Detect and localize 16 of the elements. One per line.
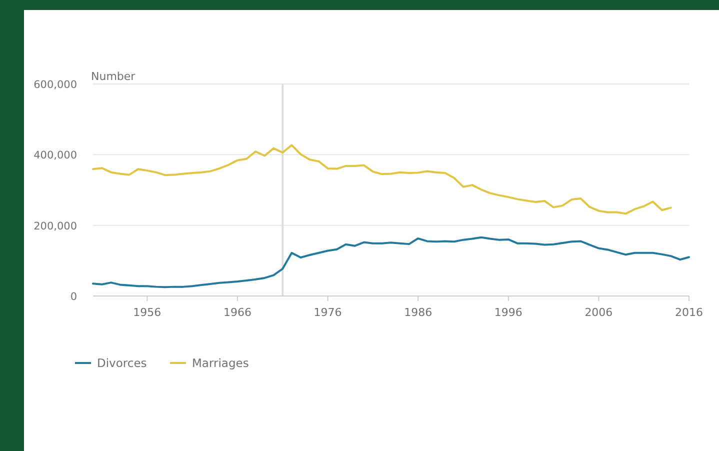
x-tick-label: 1956 — [133, 306, 162, 319]
x-tick-label: 1996 — [494, 306, 522, 319]
y-tick-label: 0 — [70, 291, 77, 303]
y-tick-label: 400,000 — [34, 150, 77, 162]
y-axis-title: Number — [91, 70, 136, 83]
x-tick-label: 2016 — [675, 306, 703, 319]
x-tick-label: 1986 — [404, 306, 432, 319]
line-series — [92, 236, 690, 288]
line-series — [92, 144, 672, 215]
x-tick-label: 2006 — [584, 306, 613, 319]
x-tick-label: 1966 — [223, 306, 252, 319]
legend-label: Divorces — [97, 356, 147, 370]
legend-label: Marriages — [192, 356, 249, 370]
x-tick-label: 1976 — [314, 306, 342, 319]
y-tick-label: 200,000 — [34, 220, 77, 232]
y-tick-label: 600,000 — [34, 79, 77, 91]
